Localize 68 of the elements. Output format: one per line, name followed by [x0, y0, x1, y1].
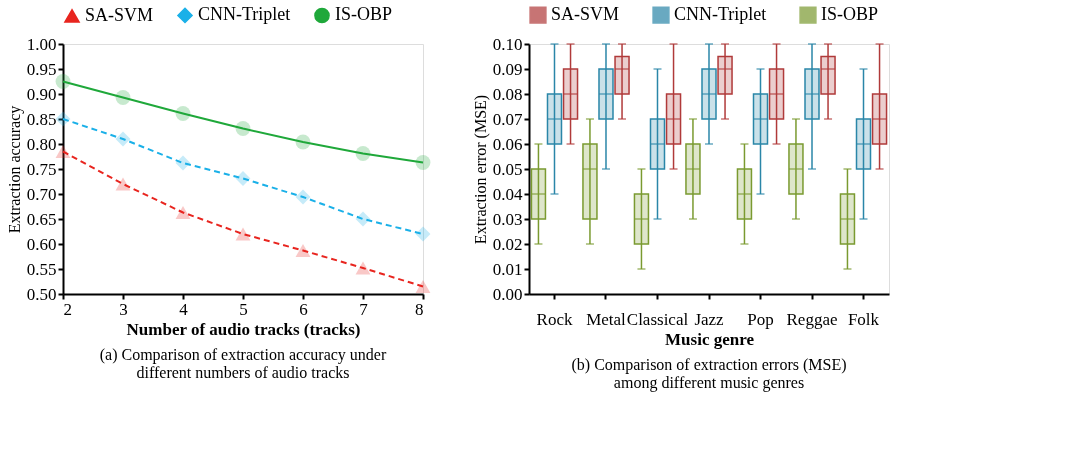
y-axis-title: Extraction accuracy — [5, 105, 24, 234]
point — [115, 131, 131, 147]
y-tick-label: 0.80 — [26, 134, 57, 154]
x-axis-title: Number of audio tracks (tracks) — [126, 319, 361, 339]
point — [55, 111, 71, 127]
x-tick-label: Metal — [586, 309, 627, 329]
x-tick-label: Classical — [626, 309, 689, 329]
point — [355, 211, 371, 227]
point — [175, 106, 191, 121]
y-tick-label: 0.01 — [492, 259, 523, 279]
point — [415, 226, 431, 242]
point — [115, 90, 131, 105]
point — [295, 189, 311, 205]
y-tick-label: 0.85 — [26, 109, 57, 129]
y-tick-label: 0.03 — [492, 209, 523, 229]
point — [355, 146, 371, 161]
x-tick-label: 5 — [239, 299, 248, 319]
y-tick-label: 0.02 — [492, 234, 523, 254]
point — [55, 74, 71, 89]
y-tick-label: 0.90 — [26, 84, 57, 104]
x-tick-label: 4 — [179, 299, 189, 319]
x-tick-label: 3 — [119, 299, 128, 319]
x-tick-label: Reggae — [786, 309, 838, 329]
x-axis-title: Music genre — [665, 329, 755, 349]
point — [55, 145, 71, 158]
text: (b) Comparison of extraction errors (MSE) among different music genres — [571, 356, 847, 392]
y-tick-label: 0.07 — [492, 109, 523, 129]
x-tick-label: Rock — [536, 309, 573, 329]
y-tick-label: 0.09 — [492, 59, 523, 79]
point — [175, 206, 191, 219]
point — [235, 121, 251, 136]
y-tick-label: 0.75 — [26, 159, 57, 179]
legend-label: SA-SVM — [551, 4, 620, 25]
point — [295, 244, 311, 257]
x-tick-label: 2 — [63, 299, 72, 319]
x-tick-label: Folk — [847, 309, 880, 329]
point — [115, 177, 131, 191]
text: (a) Comparison of extraction accuracy under different numbers of audio tracks — [99, 346, 387, 381]
legend-label: SA-SVM — [85, 4, 154, 25]
legend-label: CNN-Triplet — [198, 4, 291, 25]
y-tick-label: 0.04 — [492, 184, 523, 204]
point — [355, 261, 371, 275]
y-tick-label: 0.05 — [492, 159, 523, 179]
point — [235, 227, 251, 241]
y-tick-label: 1.00 — [26, 34, 57, 54]
y-tick-label: 0.00 — [492, 284, 523, 304]
x-tick-label: 7 — [359, 299, 369, 319]
point — [295, 134, 311, 150]
y-tick-label: 0.60 — [26, 234, 57, 254]
y-tick-label: 0.06 — [492, 134, 523, 154]
legend-label: IS-OBP — [335, 4, 393, 25]
y-tick-label: 0.10 — [492, 34, 523, 54]
legend-label: CNN-Triplet — [674, 4, 767, 25]
x-tick-label: Pop — [747, 309, 774, 329]
y-tick-label: 0.55 — [26, 259, 57, 279]
x-tick-label: Jazz — [694, 309, 725, 329]
x-tick-label: 6 — [299, 299, 308, 319]
y-axis-title: Extraction error (MSE) — [471, 94, 490, 245]
point — [175, 155, 191, 171]
y-tick-label: 0.95 — [26, 59, 57, 79]
point — [415, 280, 431, 293]
x-tick-label: 8 — [415, 299, 424, 319]
y-tick-label: 0.65 — [26, 209, 57, 229]
legend-label: IS-OBP — [821, 4, 879, 25]
y-tick-label: 0.08 — [492, 84, 523, 104]
y-tick-label: 0.70 — [26, 184, 57, 204]
y-tick-label: 0.50 — [26, 284, 57, 304]
point — [415, 155, 431, 170]
